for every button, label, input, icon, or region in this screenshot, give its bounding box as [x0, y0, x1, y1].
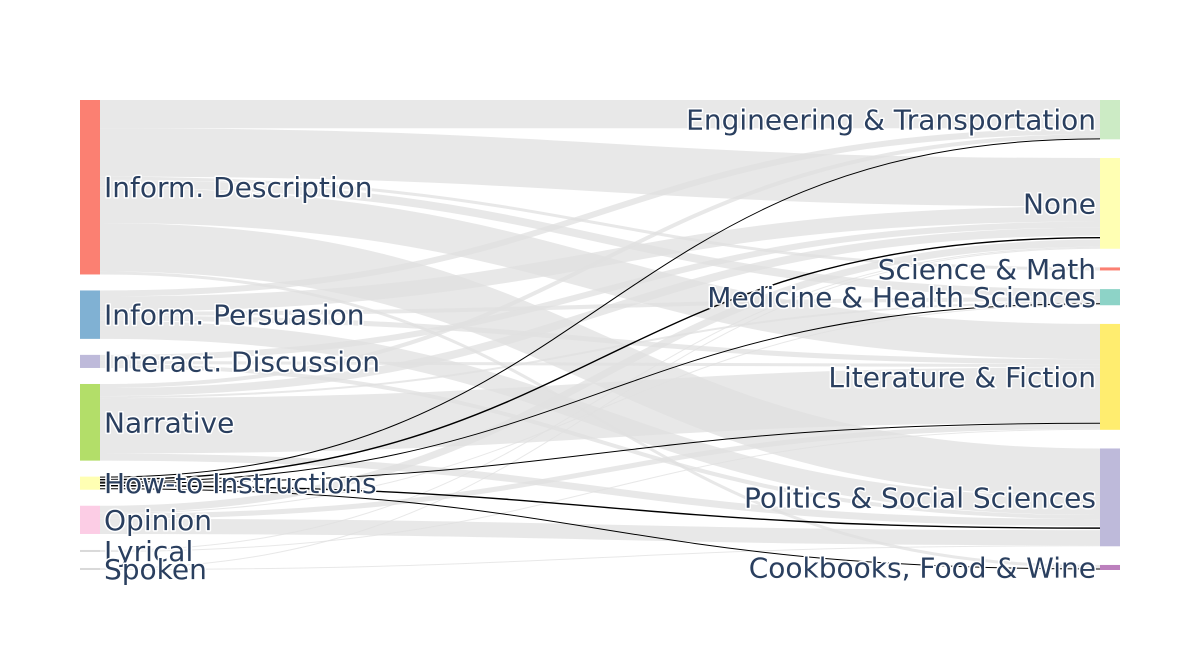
flow-opinion-to-medicine-health-sciences: [99, 304, 1101, 514]
target-label-cookbooks-food-wine: Cookbooks, Food & Wine: [749, 551, 1096, 584]
flow-narrative-to-none: [99, 227, 1101, 397]
source-node-interact-discussion: [80, 354, 100, 368]
source-node-lyrical: [80, 549, 100, 552]
target-node-none: [1100, 157, 1120, 249]
flow-inform-persuasion-to-engineering-transportation: [99, 128, 1101, 297]
target-node-literature-fiction: [1100, 323, 1120, 430]
target-label-medicine-health-sciences: Medicine & Health Sciences: [707, 281, 1096, 314]
flow-how-to-instructions-to-cookbooks-food-wine: [99, 488, 1101, 570]
flow-narrative-to-literature-fiction: [99, 367, 1101, 454]
links-layer: [99, 99, 1101, 571]
flow-interact-discussion-to-literature-fiction: [99, 360, 1101, 368]
target-label-engineering-transportation: Engineering & Transportation: [686, 104, 1096, 137]
flow-interact-discussion-to-none: [99, 221, 1101, 361]
flow-opinion-to-politics-social-sciences: [99, 518, 1101, 546]
flow-opinion-to-literature-fiction: [99, 423, 1101, 519]
flow-lyrical-to-none: [99, 246, 1101, 551]
flow-spoken-to-politics-social-sciences: [99, 545, 1101, 571]
flow-interact-discussion-to-politics-social-sciences: [99, 363, 1101, 520]
source-node-spoken: [80, 567, 100, 570]
source-node-opinion: [80, 505, 100, 534]
target-label-politics-social-sciences: Politics & Social Sciences: [744, 481, 1096, 514]
nodes-layer: [80, 100, 1120, 570]
target-label-none: None: [1023, 187, 1096, 220]
flow-inform-description-to-politics-social-sciences: [99, 223, 1101, 497]
flow-inform-persuasion-to-medicine-health-sciences: [99, 297, 1101, 316]
source-label-narrative: Narrative: [104, 406, 234, 439]
source-label-inform-persuasion: Inform. Persuasion: [104, 299, 364, 332]
flow-narrative-to-medicine-health-sciences: [99, 301, 1101, 399]
flow-how-to-instructions-to-engineering-transportation: [99, 138, 1101, 478]
target-node-science-math: [1100, 267, 1120, 271]
flow-how-to-instructions-to-medicine-health-sciences: [99, 303, 1101, 483]
flow-inform-persuasion-to-literature-fiction: [99, 315, 1101, 365]
target-node-engineering-transportation: [1100, 100, 1120, 140]
flow-inform-description-to-science-math: [99, 176, 1101, 271]
target-label-science-math: Science & Math: [878, 253, 1096, 286]
source-label-inform-description: Inform. Description: [104, 171, 373, 204]
highlight-links-layer: [99, 138, 1101, 570]
flow-how-to-instructions-to-literature-fiction: [99, 422, 1101, 484]
target-node-medicine-health-sciences: [1100, 289, 1120, 306]
flow-how-to-instructions-to-none: [99, 236, 1101, 481]
flow-lyrical-to-literature-fiction: [99, 428, 1101, 552]
labels-layer: Inform. Description Inform. Persuasion Int…: [103, 102, 1098, 587]
source-label-lyrical: Lyrical: [104, 535, 193, 568]
target-node-cookbooks-food-wine: [1100, 564, 1120, 570]
flow-spoken-to-none: [99, 247, 1101, 569]
source-node-narrative: [80, 383, 100, 461]
flow-inform-description-to-literature-fiction: [99, 187, 1101, 360]
flow-how-to-instructions-to-politics-social-sciences: [99, 484, 1101, 529]
flow-inform-description-to-medicine-health-sciences: [99, 179, 1101, 298]
source-node-inform-description: [80, 100, 100, 275]
flow-narrative-to-engineering-transportation: [99, 134, 1101, 389]
target-node-politics-social-sciences: [1100, 448, 1120, 547]
source-label-spoken: Spoken: [104, 553, 207, 586]
source-node-inform-persuasion: [80, 290, 100, 339]
flow-inform-description-to-none: [99, 128, 1101, 207]
source-label-interact-discussion: Interact. Discussion: [104, 345, 380, 378]
flow-narrative-to-politics-social-sciences: [99, 453, 1101, 527]
target-label-literature-fiction: Literature & Fiction: [828, 361, 1096, 394]
source-label-how-to-instructions: How-to Instructions: [104, 467, 377, 500]
source-label-opinion: Opinion: [104, 504, 212, 537]
source-node-how-to-instructions: [80, 476, 100, 490]
